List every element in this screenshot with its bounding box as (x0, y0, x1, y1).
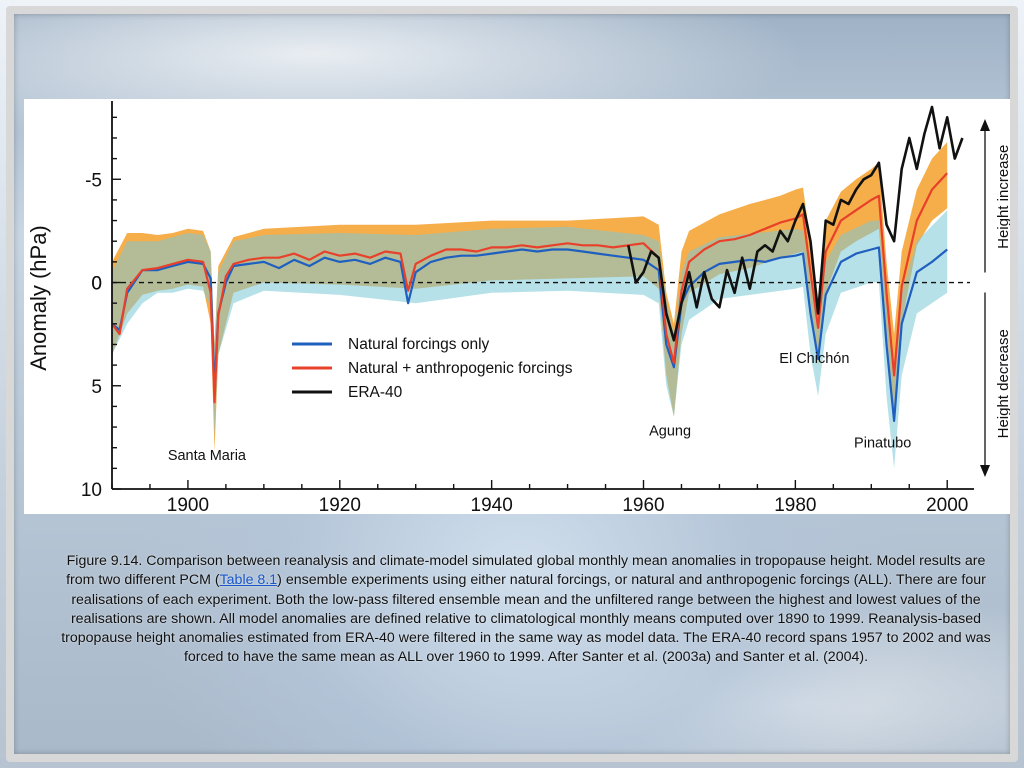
y-tick-label-0: 0 (91, 274, 102, 295)
y-tick-label-5: -5 (85, 170, 102, 191)
range-band-natural-anthropogenic-forcings-range (112, 142, 948, 452)
slide-frame: 1900 1920 1940 1960 1980 2000 -5 0 0 5 10 Anomaly (… (6, 6, 1018, 762)
legend-label-era-40: ERA-40 (348, 384, 403, 401)
x-tick-label-2000: 2000 (926, 495, 968, 514)
right-side-labels: Height increase Height decrease (980, 119, 1012, 477)
annotation-el-chich-n: El Chichón (779, 351, 849, 367)
y-tick-label-10: 10 (81, 480, 102, 501)
series-lines (111, 105, 964, 422)
legend-label-natural-forcings-only: Natural forcings only (348, 336, 490, 353)
x-tick-label-1940: 1940 (471, 495, 513, 514)
y-tick-label-0: 0 (91, 274, 102, 295)
legend-label-natural-anthropogenic-forcings: Natural + anthropogenic forcings (348, 360, 573, 377)
height-increase-arrow-head (980, 119, 990, 131)
caption-text-end: ) ensemble experiments using either natu… (61, 572, 991, 666)
height-decrease-arrow-head (980, 465, 990, 477)
x-tick-label-1900: 1900 (167, 495, 209, 514)
annotations: Santa Maria Agung El Chichón Pinatubo (168, 351, 911, 464)
y-tick-label-5: 5 (91, 377, 102, 398)
caption-text-start: Figure 9.14. Comparison between reanalys… (66, 553, 986, 589)
x-tick-label-1980: 1980 (774, 495, 816, 514)
annotation-agung: Agung (649, 423, 691, 439)
series-line-natural-anthropogenic-forcings (111, 172, 949, 404)
height-increase-label: Height increase (995, 145, 1012, 249)
legend: Natural forcings only Natural + anthropog… (292, 336, 573, 401)
y-axis-label: Anomaly (hPa) (26, 225, 51, 371)
chart-background (24, 99, 1010, 514)
x-tick-label-1960: 1960 (622, 495, 664, 514)
x-tick-label-1920: 1920 (319, 495, 361, 514)
series-line-era-40 (627, 105, 964, 342)
height-decrease-label: Height decrease (995, 329, 1012, 438)
table-8-1-link[interactable]: Table 8.1 (219, 572, 278, 589)
annotation-santa-maria: Santa Maria (168, 448, 247, 464)
series-line-natural-forcings-only (111, 246, 948, 422)
axes (111, 101, 974, 490)
annotation-pinatubo: Pinatubo (854, 436, 911, 452)
figure-caption: Figure 9.14. Comparison between reanalys… (54, 552, 998, 668)
